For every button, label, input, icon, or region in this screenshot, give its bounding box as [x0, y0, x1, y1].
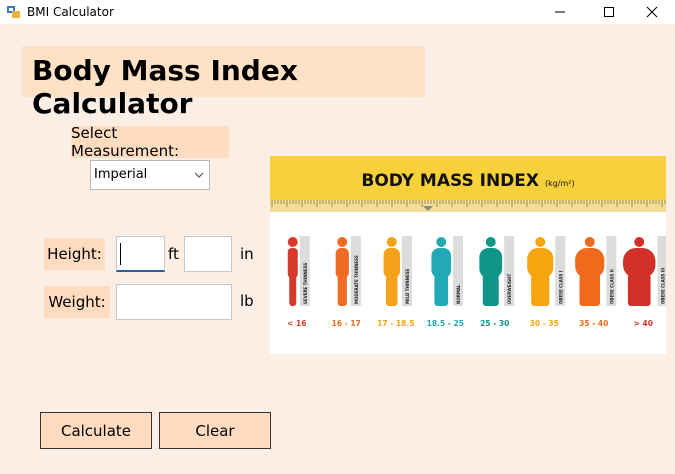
bmi-figure [383, 236, 412, 306]
measurement-selected-value: Imperial [94, 167, 148, 182]
maximize-button[interactable] [586, 0, 632, 24]
bmi-units: (kg/m²) [544, 179, 575, 188]
height-feet-input[interactable] [116, 236, 165, 272]
measurement-select[interactable]: Imperial [90, 160, 210, 190]
bmi-range-label: 25 - 30 [480, 319, 509, 328]
bmi-range-label: 30 - 35 [530, 319, 559, 328]
bmi-range-label: < 16 [287, 319, 306, 328]
bmi-category-label: OBESE CLASS I [558, 270, 563, 304]
bmi-range-label: 16 - 17 [332, 319, 361, 328]
bmi-banner-title: BODY MASS INDEX (kg/m²) [270, 171, 666, 191]
clear-button[interactable]: Clear [159, 412, 271, 449]
chevron-down-icon [194, 172, 204, 178]
bmi-category-label: MODERATE THINNESS [354, 255, 359, 304]
bmi-figure [335, 236, 361, 306]
bmi-category-label: OBESE CLASS II [609, 269, 614, 304]
inches-unit: in [240, 245, 254, 263]
title-bar: BMI Calculator [0, 0, 675, 24]
bmi-category-label: NORMAL [456, 284, 461, 304]
feet-unit: ft [168, 245, 179, 263]
form-body: Body Mass Index Calculator Select Measur… [0, 24, 675, 474]
bmi-range-label: > 40 [634, 319, 653, 328]
pounds-unit: lb [240, 292, 254, 310]
bmi-range-label: 35 - 40 [579, 319, 608, 328]
bmi-category-label: OVERWEIGHT [507, 274, 512, 304]
minimize-button[interactable] [537, 0, 583, 24]
height-inches-input[interactable] [184, 236, 232, 272]
window-title: BMI Calculator [27, 5, 114, 19]
bmi-chart-image: BODY MASS INDEX (kg/m²) SEVERE THINNESS <… [270, 156, 666, 354]
maximize-icon [604, 7, 614, 17]
bmi-figure [623, 236, 666, 306]
heading-panel: Body Mass Index Calculator [22, 46, 425, 120]
bmi-title: BODY MASS INDEX [361, 171, 540, 191]
bmi-figure [527, 236, 566, 306]
page-title: Body Mass Index Calculator [32, 54, 298, 120]
ruler-pointer [423, 206, 433, 211]
bmi-figure [287, 236, 310, 306]
calculate-button[interactable]: Calculate [40, 412, 152, 449]
bmi-figure [479, 236, 515, 306]
minimize-icon [555, 11, 565, 13]
bmi-category-label: OBESE CLASS III [660, 267, 665, 304]
close-icon [646, 6, 658, 18]
bmi-figure [431, 236, 464, 306]
bmi-category-label: MILD THINNESS [405, 269, 410, 304]
bmi-figure [575, 236, 617, 306]
bmi-category-label: SEVERE THINNESS [303, 263, 308, 304]
weight-label: Weight: [44, 286, 110, 318]
ruler-strip [270, 200, 666, 212]
weight-input[interactable] [116, 284, 232, 320]
bmi-range-label: 17 - 18.5 [377, 319, 414, 328]
height-label: Height: [44, 238, 105, 270]
text-caret [120, 243, 121, 265]
bmi-figures: SEVERE THINNESS < 16 MODERATE THINNESS 16 -… [287, 236, 666, 328]
close-button[interactable] [629, 0, 675, 24]
bmi-banner: BODY MASS INDEX (kg/m²) [270, 156, 666, 200]
bmi-range-label: 18.5 - 25 [427, 319, 464, 328]
app-icon [7, 6, 20, 18]
measurement-label: Select Measurement: [71, 124, 229, 160]
